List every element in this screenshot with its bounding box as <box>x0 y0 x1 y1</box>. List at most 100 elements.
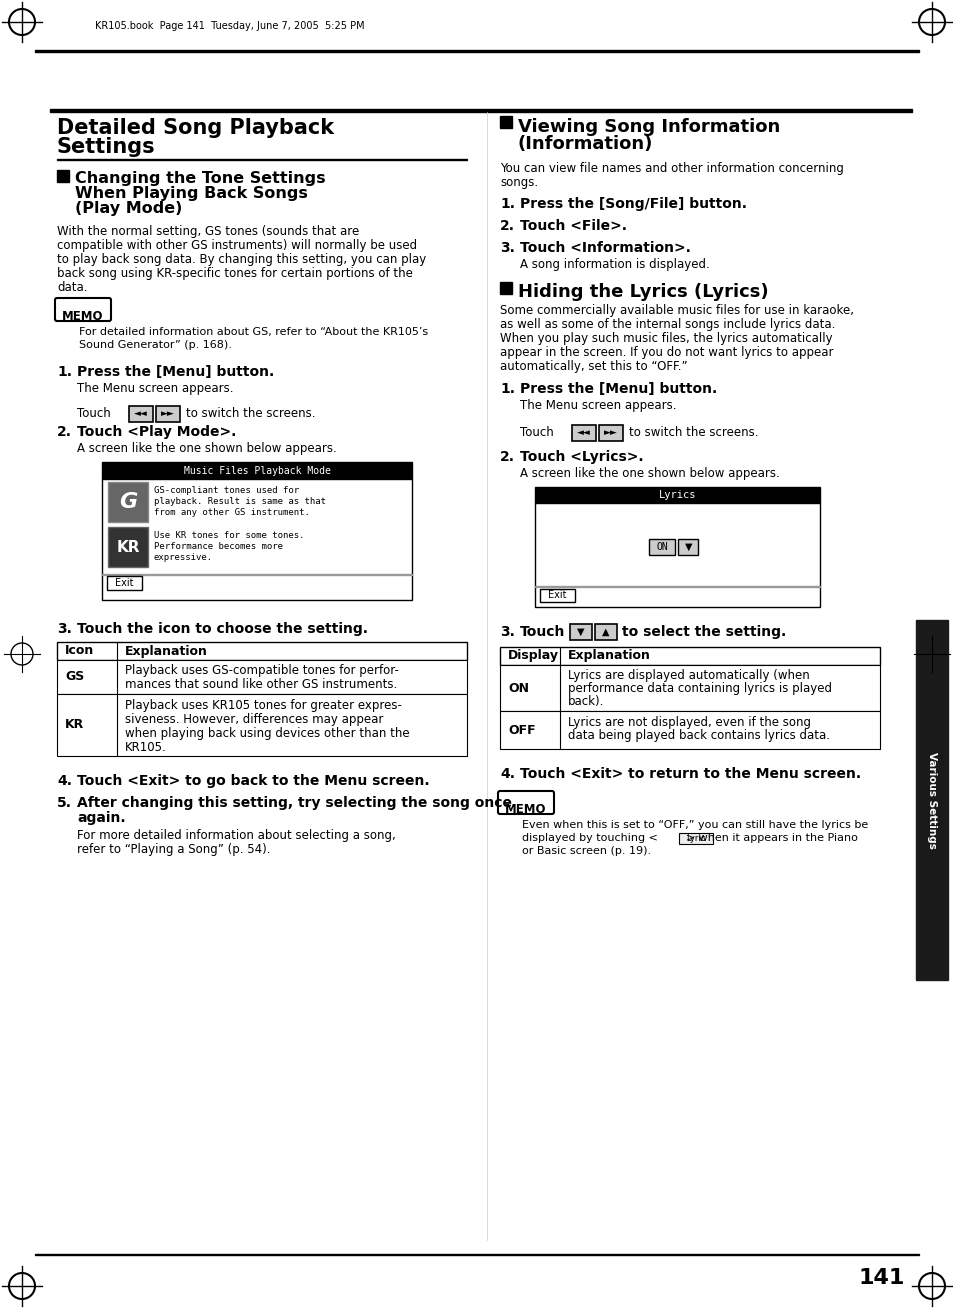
Text: GS-compliant tones used for: GS-compliant tones used for <box>153 487 299 494</box>
Text: ▼: ▼ <box>577 627 584 637</box>
Text: KR105.book  Page 141  Tuesday, June 7, 2005  5:25 PM: KR105.book Page 141 Tuesday, June 7, 200… <box>95 21 364 31</box>
Bar <box>102 479 412 600</box>
Text: 4.: 4. <box>499 766 515 781</box>
Text: data.: data. <box>57 281 88 294</box>
Bar <box>679 833 712 844</box>
Text: Touch <File>.: Touch <File>. <box>519 218 626 233</box>
Bar <box>57 695 467 756</box>
Text: KR: KR <box>65 718 84 731</box>
Bar <box>499 283 512 294</box>
Bar <box>57 158 467 160</box>
Text: Exit: Exit <box>114 578 133 589</box>
Text: 3.: 3. <box>499 241 515 255</box>
Text: 1.: 1. <box>57 365 71 379</box>
Text: Settings: Settings <box>57 137 155 157</box>
Text: MEMO: MEMO <box>62 310 104 323</box>
Text: back).: back). <box>567 695 604 708</box>
Bar <box>57 661 467 695</box>
Text: Press the [Menu] button.: Press the [Menu] button. <box>519 382 717 396</box>
Text: 3.: 3. <box>499 625 515 640</box>
Text: Press the [Menu] button.: Press the [Menu] button. <box>77 365 274 379</box>
Text: ON: ON <box>656 542 668 552</box>
Text: Music Files Playback Mode: Music Files Playback Mode <box>183 466 330 476</box>
Text: Lyrics: Lyrics <box>659 490 696 500</box>
Text: Icon: Icon <box>65 645 94 658</box>
Text: Touch <Exit> to return to the Menu screen.: Touch <Exit> to return to the Menu scree… <box>519 766 861 781</box>
FancyBboxPatch shape <box>497 791 554 814</box>
Bar <box>108 527 148 566</box>
Bar <box>535 487 820 504</box>
Text: data being played back contains lyrics data.: data being played back contains lyrics d… <box>567 729 829 742</box>
Text: Explanation: Explanation <box>125 645 208 658</box>
Bar <box>499 647 879 664</box>
Text: (Play Mode): (Play Mode) <box>75 201 182 216</box>
Bar <box>499 664 879 712</box>
Text: KR: KR <box>116 539 139 555</box>
Text: or Basic screen (p. 19).: or Basic screen (p. 19). <box>521 846 651 855</box>
Bar <box>102 462 412 479</box>
Text: Exit: Exit <box>547 590 566 600</box>
Text: playback. Result is same as that: playback. Result is same as that <box>153 497 326 506</box>
Text: ►►: ►► <box>603 429 618 437</box>
Text: Touch <Lyrics>.: Touch <Lyrics>. <box>519 450 643 464</box>
Text: expressive.: expressive. <box>153 553 213 562</box>
Text: Playback uses GS-compatible tones for perfor-: Playback uses GS-compatible tones for pe… <box>125 664 398 678</box>
Text: Touch: Touch <box>519 426 553 439</box>
Text: from any other GS instrument.: from any other GS instrument. <box>153 508 310 517</box>
Bar <box>598 425 622 441</box>
Bar <box>107 576 142 590</box>
Text: 2.: 2. <box>57 425 71 439</box>
Bar <box>50 109 911 112</box>
Text: Touch <Play Mode>.: Touch <Play Mode>. <box>77 425 236 439</box>
Text: mances that sound like other GS instruments.: mances that sound like other GS instrume… <box>125 678 396 691</box>
Text: to switch the screens.: to switch the screens. <box>628 426 758 439</box>
Text: to select the setting.: to select the setting. <box>621 625 785 640</box>
Text: Hiding the Lyrics (Lyrics): Hiding the Lyrics (Lyrics) <box>517 283 768 301</box>
Text: Some commercially available music files for use in karaoke,: Some commercially available music files … <box>499 303 853 317</box>
Text: to play back song data. By changing this setting, you can play: to play back song data. By changing this… <box>57 252 426 266</box>
Text: MEMO: MEMO <box>505 803 546 816</box>
Text: Detailed Song Playback: Detailed Song Playback <box>57 118 334 139</box>
FancyBboxPatch shape <box>55 298 111 320</box>
Text: A song information is displayed.: A song information is displayed. <box>519 258 709 271</box>
Text: After changing this setting, try selecting the song once: After changing this setting, try selecti… <box>77 797 512 810</box>
Bar <box>499 712 879 749</box>
Text: ON: ON <box>507 681 529 695</box>
Bar <box>535 504 820 607</box>
Text: ►►: ►► <box>161 409 174 419</box>
Text: Touch <Information>.: Touch <Information>. <box>519 241 690 255</box>
Text: Touch: Touch <box>77 407 111 420</box>
Text: When you play such music files, the lyrics automatically: When you play such music files, the lyri… <box>499 332 832 345</box>
Text: Viewing Song Information: Viewing Song Information <box>517 118 780 136</box>
Text: automatically, set this to “OFF.”: automatically, set this to “OFF.” <box>499 360 687 373</box>
Text: 1.: 1. <box>499 198 515 211</box>
Bar <box>569 624 592 640</box>
Text: Touch <Exit> to go back to the Menu screen.: Touch <Exit> to go back to the Menu scre… <box>77 774 429 787</box>
Text: refer to “Playing a Song” (p. 54).: refer to “Playing a Song” (p. 54). <box>77 842 271 855</box>
Text: ◄◄: ◄◄ <box>134 409 148 419</box>
Text: Explanation: Explanation <box>567 650 650 662</box>
Text: When Playing Back Songs: When Playing Back Songs <box>75 186 308 201</box>
Text: when playing back using devices other than the: when playing back using devices other th… <box>125 727 409 740</box>
Text: With the normal setting, GS tones (sounds that are: With the normal setting, GS tones (sound… <box>57 225 359 238</box>
Text: 2.: 2. <box>499 450 515 464</box>
Text: 4.: 4. <box>57 774 71 787</box>
Bar <box>595 624 617 640</box>
Text: Use KR tones for some tones.: Use KR tones for some tones. <box>153 531 304 540</box>
Text: 3.: 3. <box>57 623 71 636</box>
Bar <box>108 483 148 522</box>
Text: For detailed information about GS, refer to “About the KR105’s: For detailed information about GS, refer… <box>79 327 428 337</box>
Text: Lyrics are not displayed, even if the song: Lyrics are not displayed, even if the so… <box>567 715 810 729</box>
Text: (Information): (Information) <box>517 135 653 153</box>
Text: You can view file names and other information concerning: You can view file names and other inform… <box>499 162 843 175</box>
Text: Touch the icon to choose the setting.: Touch the icon to choose the setting. <box>77 623 368 636</box>
Text: Changing the Tone Settings: Changing the Tone Settings <box>75 171 325 186</box>
Text: Lyric: Lyric <box>685 835 705 842</box>
Text: GS: GS <box>65 671 84 684</box>
Text: 2.: 2. <box>499 218 515 233</box>
Text: A screen like the one shown below appears.: A screen like the one shown below appear… <box>77 442 336 455</box>
Text: G: G <box>119 492 137 511</box>
Bar <box>57 170 69 182</box>
Text: appear in the screen. If you do not want lyrics to appear: appear in the screen. If you do not want… <box>499 347 833 358</box>
Text: Sound Generator” (p. 168).: Sound Generator” (p. 168). <box>79 340 232 351</box>
